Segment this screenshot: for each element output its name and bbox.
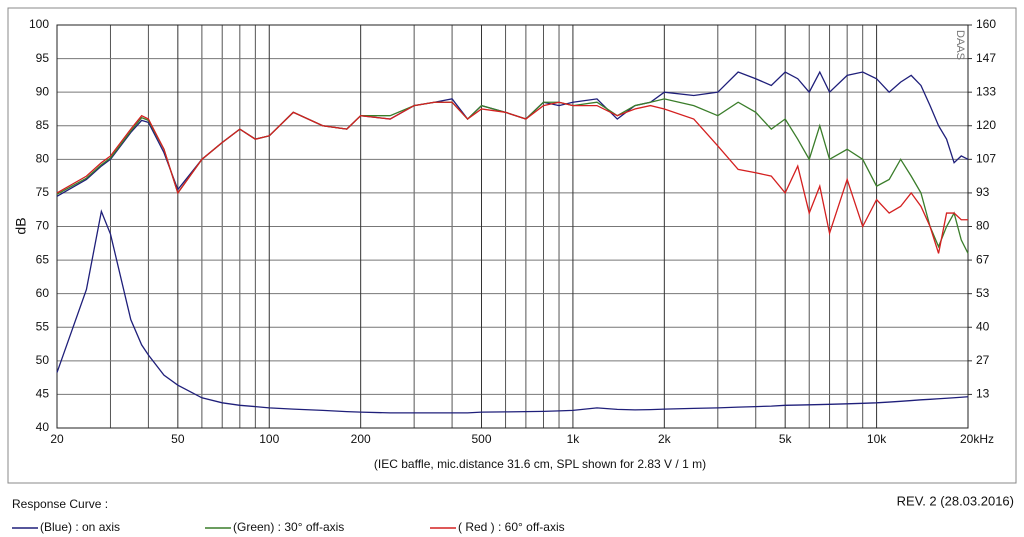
series-line xyxy=(56,70,969,197)
legend-label: ( Red ) : 60° off-axis xyxy=(458,520,565,534)
legend-label: (Green) : 30° off-axis xyxy=(233,520,344,534)
series-line xyxy=(56,209,969,414)
legend-label: (Blue) : on axis xyxy=(40,520,120,534)
x-tick-label: 10k xyxy=(867,432,887,446)
y2-tick-label: 133 xyxy=(976,84,996,98)
y-tick-label: 85 xyxy=(36,118,50,132)
y-tick-label: 100 xyxy=(29,17,49,31)
legend-title: Response Curve : xyxy=(12,497,108,511)
y2-tick-label: 160 xyxy=(976,17,996,31)
y-tick-label: 45 xyxy=(36,387,50,401)
y2-tick-label: 27 xyxy=(976,353,990,367)
x-tick-label: 200 xyxy=(351,432,371,446)
x-tick-label: 20kHz xyxy=(960,432,994,446)
revision: REV. 2 (28.03.2016) xyxy=(897,493,1014,508)
x-tick-label: 20 xyxy=(50,432,64,446)
y-tick-label: 40 xyxy=(36,420,50,434)
y2-tick-label: 53 xyxy=(976,286,990,300)
y2-tick-label: 67 xyxy=(976,252,990,266)
y-tick-label: 65 xyxy=(36,252,50,266)
y-tick-label: 80 xyxy=(36,152,50,166)
x-tick-label: 5k xyxy=(779,432,793,446)
y-tick-label: 55 xyxy=(36,319,50,333)
y-tick-label: 75 xyxy=(36,185,50,199)
plot-frame xyxy=(56,24,969,429)
y2-tick-label: 93 xyxy=(976,185,990,199)
y-tick-label: 60 xyxy=(36,286,50,300)
series-line xyxy=(56,98,969,254)
y-tick-label: 90 xyxy=(36,84,50,98)
x-tick-label: 50 xyxy=(171,432,185,446)
series-line xyxy=(56,101,968,254)
watermark: DAAS xyxy=(954,30,966,60)
y-tick-label: 95 xyxy=(36,51,50,65)
chart-frame xyxy=(7,7,1017,484)
x-tick-label: 2k xyxy=(658,432,672,446)
y-tick-label: 50 xyxy=(36,353,50,367)
x-tick-label: 1k xyxy=(567,432,581,446)
x-tick-label: 100 xyxy=(259,432,279,446)
x-tick-label: 500 xyxy=(471,432,491,446)
y2-tick-label: 120 xyxy=(976,118,996,132)
y2-tick-label: 13 xyxy=(976,387,990,401)
y2-tick-label: 147 xyxy=(976,51,996,65)
y-axis-label: dB xyxy=(13,217,29,234)
note: (IEC baffle, mic.distance 31.6 cm, SPL s… xyxy=(374,457,706,471)
y2-tick-label: 80 xyxy=(976,219,990,233)
y-tick-label: 70 xyxy=(36,219,50,233)
y2-tick-label: 107 xyxy=(976,152,996,166)
y2-tick-label: 40 xyxy=(976,319,990,333)
